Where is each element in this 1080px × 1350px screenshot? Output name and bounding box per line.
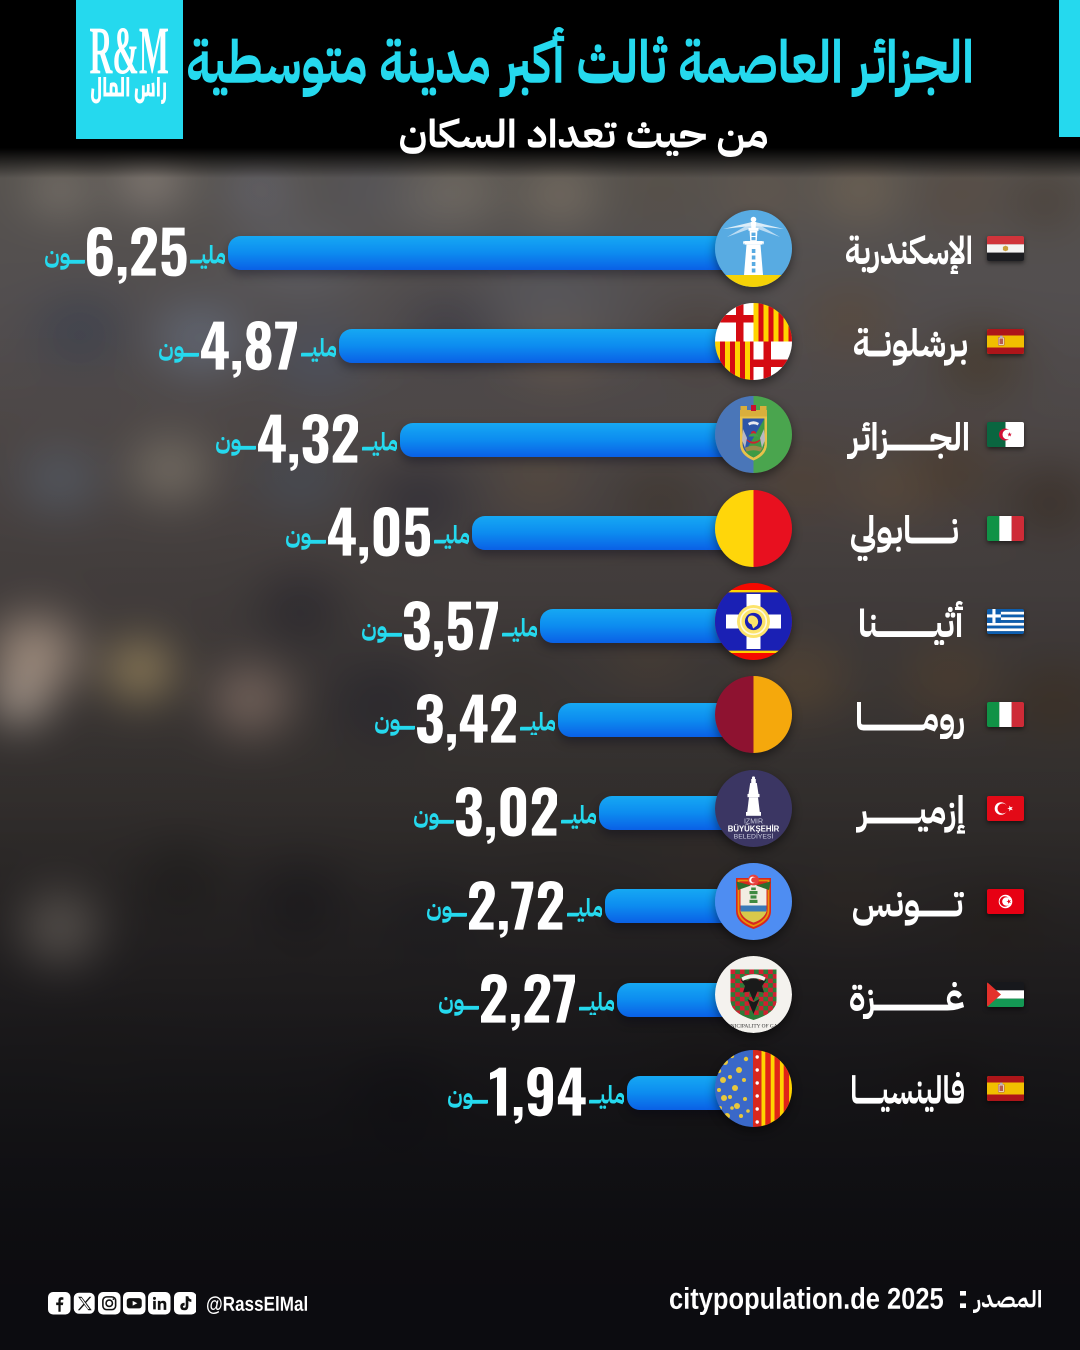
svg-text:BÜYÜKŞEHİR: BÜYÜKŞEHİR	[728, 824, 780, 833]
svg-text:BELEDİYESİ: BELEDİYESİ	[734, 831, 774, 840]
svg-text:IZMIR: IZMIR	[744, 818, 763, 825]
svg-text:MUNICIPALITY OF GAZA: MUNICIPALITY OF GAZA	[722, 1024, 785, 1030]
